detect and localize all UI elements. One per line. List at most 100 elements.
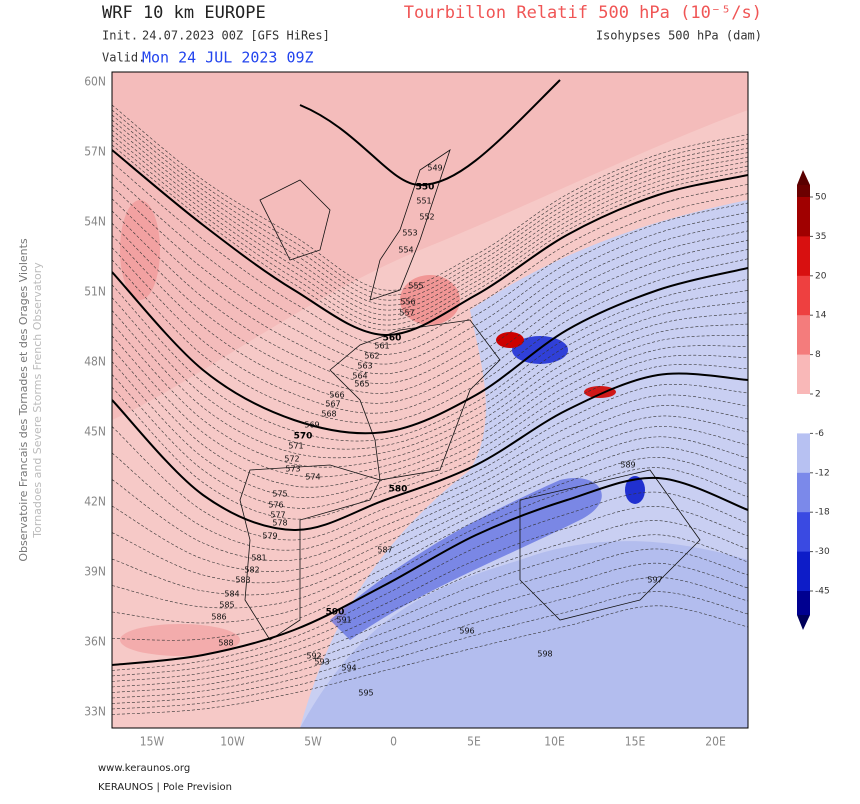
field-area [330,478,602,640]
contour-line [112,446,748,609]
contour-label: 592 [306,652,321,661]
lon-label: 0 [390,735,397,749]
contour-line [112,591,748,710]
contour-label: 584 [224,590,239,599]
colorbar-segment [797,275,810,316]
lat-label: 39N [84,565,106,579]
contour-label: 593 [314,658,329,667]
contour-label: 579 [262,532,277,541]
colorbar-segment [797,197,810,237]
contour-line [112,114,748,301]
colorbar-label: 20 [815,271,827,281]
axes: 60N 57N 54N 51N 48N 45N 42N 39N 36N 33N 15W 10W 5W 0 5… [84,75,726,749]
contour-line [112,247,748,414]
lon-label: 15E [625,735,646,749]
contour-line [112,210,748,384]
contour-bold [112,149,748,337]
side-text: Tornadoes and Severe Storms French Obser… [31,262,44,539]
contour-label: 588 [218,639,233,648]
contour-label: 594 [341,664,356,673]
contour-label: 568 [321,410,336,419]
contour-line [112,109,748,296]
contour-line [112,174,748,355]
footer-url: www.keraunos.org [98,763,190,774]
contour-line [112,534,748,688]
contour-label: 581 [251,554,266,563]
contour-line [112,278,748,442]
colorbar-label: 35 [815,232,826,242]
colorbar-segment [797,551,810,592]
colorbar-end [797,170,810,185]
colorbar-label: 14 [815,311,827,321]
colorbar-segment [797,591,810,615]
field-title: Tourbillon Relatif 500 hPa (10⁻⁵/s) [404,3,762,23]
colorbar-label: -30 [815,547,830,557]
contour-bold [299,79,561,187]
lat-label: 51N [84,285,106,299]
contour-line [112,290,748,450]
contour-line [112,520,748,682]
colorbar-segment [797,354,810,395]
contour-line [112,222,748,394]
colorbar-label: 50 [815,193,827,203]
contour-label: 565 [354,380,369,389]
colorbar-segment [797,433,810,474]
contour-label: 554 [398,246,413,255]
colorbar-segment [797,512,810,553]
contour-bold [112,476,748,666]
contour-line [112,161,748,346]
contour-line [112,394,748,551]
colorbar-label: -45 [815,587,830,597]
colorbar-label: -18 [815,508,830,518]
contour-line [112,405,748,561]
contour-line [112,384,748,541]
init: 24.07.2023 00Z [GFS HiRes] [142,29,330,43]
colorbar-label: 8 [815,350,821,360]
contour-line [112,457,748,624]
map-frame [111,71,749,729]
contour-label: 569 [304,421,319,430]
coastline [239,149,701,641]
colorbar-segment [797,315,810,356]
contour-line [112,301,748,459]
colorbar-label: -6 [815,429,824,439]
bold-contour-label: 590 [326,608,345,618]
colorbar-segment [797,472,810,513]
field-area [300,541,748,728]
bold-contour-label: 550 [416,183,435,193]
contour-line [112,139,748,326]
contour-line [112,334,748,488]
contour-label: 556 [400,298,415,307]
contour-label: 552 [419,213,434,222]
lon-label: 5E [467,735,481,749]
contour-label: 551 [416,197,431,206]
contour-label: 595 [358,689,373,698]
colorbar-segment [797,394,810,434]
contour-line [112,198,748,375]
contour-label: 557 [399,309,414,318]
contour-line [112,415,748,572]
valid-label: Valid. [102,51,145,65]
lat-label: 45N [84,425,106,439]
lon-label: 10W [220,735,245,749]
colorbar: 50 35 20 14 8 2 -6 -12 -18 -30 -45 [797,170,830,630]
colorbar-label: 2 [815,390,821,400]
contour-label: 566 [329,391,344,400]
contour-label: 563 [357,362,372,371]
lat-label: 33N [84,705,106,719]
colorbar-segment [797,185,810,197]
valid: Mon 24 JUL 2023 09Z [142,49,314,67]
contour-line [112,258,748,424]
lon-label: 20E [705,735,726,749]
contour-label: 574 [305,473,320,482]
contour-label: 571 [288,442,303,451]
contour-label: 564 [352,372,367,381]
contour-label: 586 [211,613,226,622]
contour-line [112,124,748,311]
contour-line [112,186,748,365]
lon-label: 10E [544,735,565,749]
contour-line [112,119,748,306]
contours [112,79,748,715]
